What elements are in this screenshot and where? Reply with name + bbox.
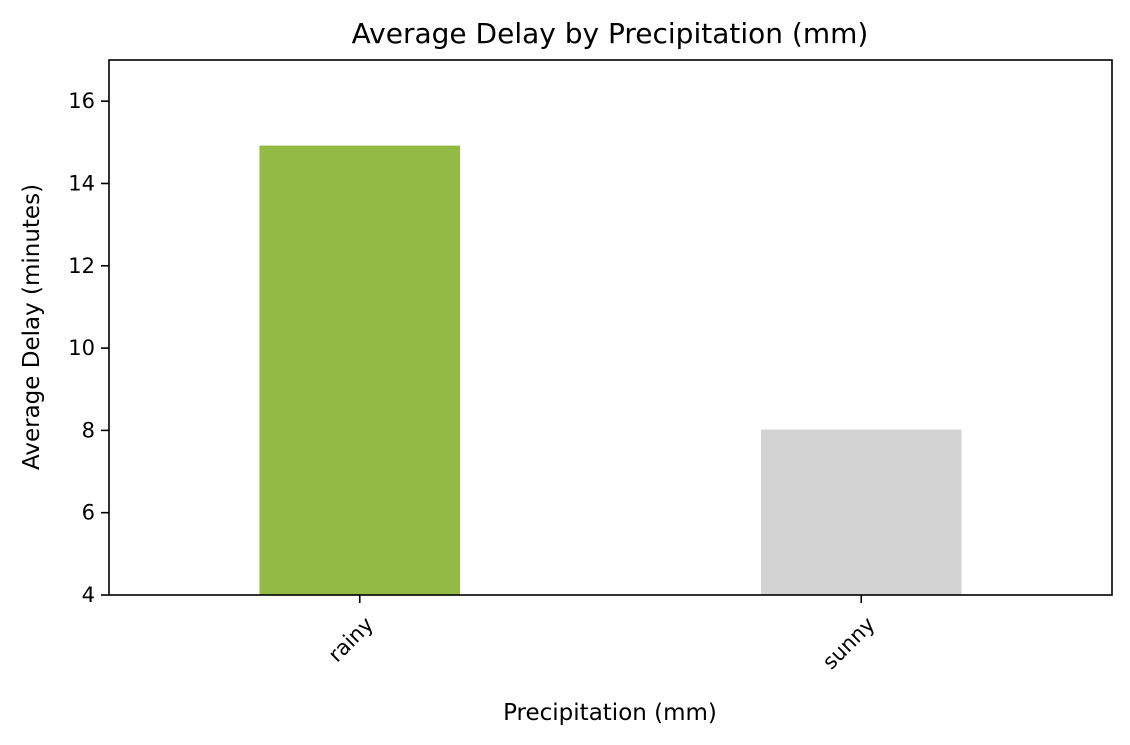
x-axis-label: Precipitation (mm) bbox=[503, 700, 717, 726]
y-axis-ticks: 4 6 8 10 12 14 16 bbox=[68, 89, 109, 607]
y-tick-label: 6 bbox=[82, 501, 95, 525]
y-tick-label: 16 bbox=[68, 89, 95, 113]
y-tick-label: 14 bbox=[68, 171, 95, 195]
bar-sunny bbox=[760, 429, 962, 595]
plot-frame bbox=[108, 59, 1113, 596]
y-tick-label: 8 bbox=[82, 418, 95, 442]
y-tick-label: 10 bbox=[68, 336, 95, 360]
bars-group bbox=[259, 145, 962, 595]
y-tick-label: 12 bbox=[68, 254, 95, 278]
y-tick-label: 4 bbox=[82, 583, 95, 607]
y-axis-label: Average Delay (minutes) bbox=[19, 184, 45, 470]
chart-title: Average Delay by Precipitation (mm) bbox=[352, 17, 869, 50]
bar-rainy bbox=[259, 145, 461, 595]
